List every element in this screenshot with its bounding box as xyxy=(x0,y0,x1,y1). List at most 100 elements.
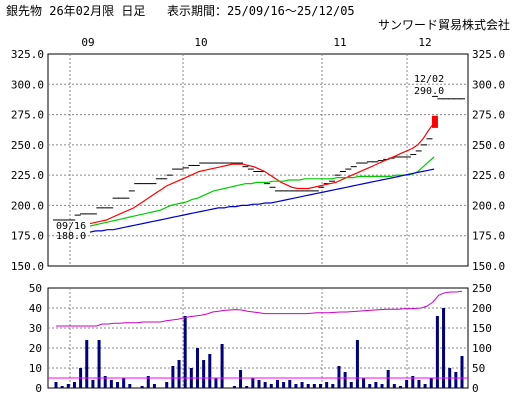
volume-bar xyxy=(91,380,95,388)
volume-bar xyxy=(423,384,427,388)
volume-bar xyxy=(392,384,396,388)
volume-bar xyxy=(300,382,304,388)
volume-bar xyxy=(146,376,150,388)
volume-bar xyxy=(269,384,273,388)
oi-y-tick-label: 100 xyxy=(472,342,492,355)
volume-bar xyxy=(140,386,144,388)
company-name: サンワード貿易株式会社 xyxy=(377,18,510,32)
price-candle xyxy=(431,115,438,128)
chart-header: 銀先物 26年02月限 日足 表示期間：25/09/16～25/12/05 xyxy=(6,2,355,19)
volume-bar xyxy=(208,354,212,388)
volume-bar xyxy=(122,378,126,388)
month-tick-label: 10 xyxy=(194,36,207,49)
volume-bar xyxy=(109,380,113,388)
y-tick-label-right: 200.0 xyxy=(472,199,505,212)
volume-bar xyxy=(325,382,329,388)
chart-title: 銀先物 26年02月限 日足 xyxy=(6,4,146,18)
y-tick-label-left: 250.0 xyxy=(11,139,44,152)
y-tick-label-left: 225.0 xyxy=(11,169,44,182)
volume-bar xyxy=(442,308,446,388)
month-tick-label: 11 xyxy=(333,36,346,49)
annotation-date: 12/02 xyxy=(414,74,444,85)
volume-bar xyxy=(245,386,249,388)
volume-bar xyxy=(374,382,378,388)
price-panel: 09 10 11 12 325.0 325.0 300.0 300.0 275.0 275.0 25… xyxy=(11,36,505,273)
volume-bar xyxy=(239,370,243,388)
volume-bar xyxy=(165,382,169,388)
volume-bar xyxy=(386,370,390,388)
volume-bar xyxy=(220,344,224,388)
y-tick-label-left: 150.0 xyxy=(11,260,44,273)
volume-bar xyxy=(343,372,347,388)
volume-bar xyxy=(116,382,120,388)
volume-bar xyxy=(263,382,267,388)
volume-bar xyxy=(257,380,261,388)
volume-bar xyxy=(60,386,64,388)
volume-bar xyxy=(417,380,421,388)
volume-bar xyxy=(411,376,415,388)
volume-bar xyxy=(54,382,58,388)
volume-bar xyxy=(85,340,89,388)
y-tick-label-right: 175.0 xyxy=(472,230,505,243)
month-tick-label: 12 xyxy=(418,36,431,49)
volume-bar xyxy=(232,386,236,388)
volume-y-tick-label: 50 xyxy=(29,282,42,295)
volume-bar xyxy=(398,386,402,388)
annotation-value: 290.0 xyxy=(414,86,444,97)
annotation-value: 188.0 xyxy=(56,231,86,242)
volume-bar xyxy=(202,360,206,388)
volume-bar xyxy=(429,378,433,388)
open-interest-line xyxy=(56,290,463,327)
volume-bar xyxy=(319,384,323,388)
volume-bar xyxy=(337,366,341,388)
volume-bar xyxy=(306,384,310,388)
y-tick-label-left: 275.0 xyxy=(11,109,44,122)
y-tick-label-right: 250.0 xyxy=(472,139,505,152)
volume-bar xyxy=(152,384,156,388)
period-label: 表示期間：25/09/16～25/12/05 xyxy=(167,4,355,18)
volume-y-tick-label: 30 xyxy=(29,322,42,335)
price-plot-frame xyxy=(47,53,469,267)
volume-bar xyxy=(66,384,70,388)
volume-bar xyxy=(97,340,101,388)
moving-average-line xyxy=(89,122,435,225)
volume-y-tick-label: 10 xyxy=(29,362,42,375)
y-tick-label-right: 150.0 xyxy=(472,260,505,273)
volume-bar xyxy=(454,372,458,388)
volume-y-tick-label: 0 xyxy=(35,382,42,395)
moving-average-line xyxy=(89,168,435,233)
volume-bar xyxy=(355,340,359,388)
y-tick-label-right: 275.0 xyxy=(472,109,505,122)
volume-bar xyxy=(460,356,464,388)
oi-y-tick-label: 0 xyxy=(472,382,479,395)
annotation-date: 09/16 xyxy=(56,221,86,232)
oi-y-tick-label: 200 xyxy=(472,302,492,315)
volume-bar xyxy=(331,384,335,388)
month-tick-label: 09 xyxy=(81,36,94,49)
y-tick-label-left: 200.0 xyxy=(11,199,44,212)
volume-bar xyxy=(380,384,384,388)
y-tick-label-right: 300.0 xyxy=(472,78,505,91)
volume-bar xyxy=(177,360,181,388)
volume-bar xyxy=(362,378,366,388)
volume-bar xyxy=(214,378,218,388)
volume-bar xyxy=(128,384,132,388)
volume-bar xyxy=(195,348,199,388)
y-tick-label-left: 300.0 xyxy=(11,78,44,91)
volume-bar xyxy=(288,380,292,388)
volume-bar xyxy=(405,380,409,388)
volume-bar xyxy=(72,382,76,388)
volume-bar xyxy=(435,316,439,388)
y-tick-label-right: 325.0 xyxy=(472,48,505,61)
y-tick-label-left: 325.0 xyxy=(11,48,44,61)
volume-plot-frame xyxy=(47,287,469,389)
oi-y-tick-label: 250 xyxy=(472,282,492,295)
volume-y-tick-label: 20 xyxy=(29,342,42,355)
volume-bar xyxy=(183,316,187,388)
volume-bar xyxy=(282,382,286,388)
moving-average-line xyxy=(89,156,435,227)
volume-bar xyxy=(103,376,107,388)
volume-bar xyxy=(368,384,372,388)
